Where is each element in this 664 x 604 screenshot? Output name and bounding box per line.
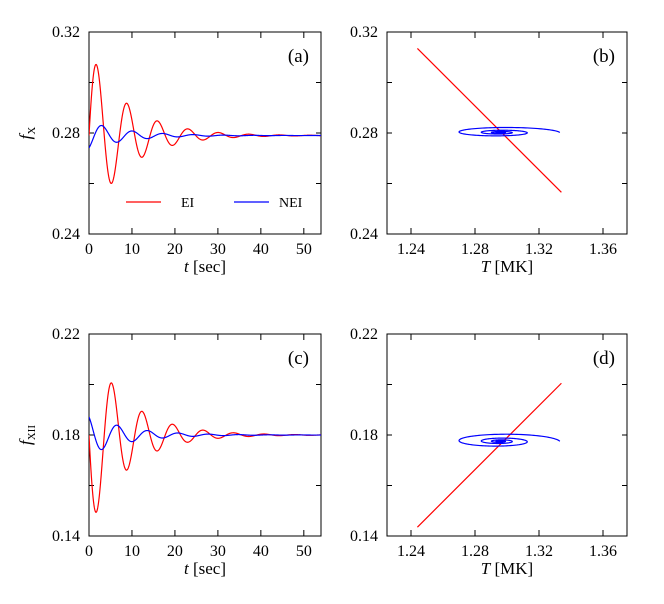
x-tick-label: 1.32 (525, 543, 553, 560)
y-tick-label: 0.28 (52, 125, 80, 142)
panel-b: 1.24 1.28 1.32 1.36 0.24 0.28 0.32 T [MK] (b) (350, 24, 628, 276)
x-axis-label-unit: [MK] (490, 559, 533, 578)
y-axis-label: fX (16, 127, 38, 140)
legend-label-ei: EI (181, 196, 195, 211)
x-tick-label: 40 (253, 543, 269, 560)
x-tick-label: 20 (167, 543, 183, 560)
x-tick-label: 50 (296, 543, 312, 560)
series-nei-line (89, 416, 321, 451)
series-ei-line (89, 63, 321, 185)
legend-label-nei: NEI (279, 196, 303, 211)
x-tick-label: 1.36 (589, 543, 617, 560)
series-nei-line (458, 126, 561, 137)
x-axis-label-unit: [sec] (189, 257, 226, 276)
y-tick-label: 0.18 (350, 427, 378, 444)
panel-label: (b) (593, 46, 615, 67)
y-axis-label-symbol: f (16, 132, 35, 139)
x-axis-label-symbol: T (481, 257, 492, 276)
x-tick-label: 10 (124, 543, 140, 560)
y-tick-label: 0.32 (52, 24, 80, 41)
x-tick-label: 1.24 (397, 543, 425, 560)
y-tick-label: 0.24 (350, 226, 378, 243)
x-tick-label: 1.36 (589, 241, 617, 258)
y-tick-label: 0.22 (350, 326, 378, 343)
x-axis-label-symbol: T (481, 559, 492, 578)
x-tick-label: 20 (167, 241, 183, 258)
panel-label: (c) (288, 348, 309, 369)
x-axis-label-symbol: t (184, 257, 190, 276)
x-tick-label: 30 (210, 543, 226, 560)
x-axis-label: T [MK] (481, 257, 533, 276)
x-axis-label: t [sec] (184, 257, 226, 276)
series-nei-line (458, 433, 561, 447)
data-lines (416, 382, 562, 528)
y-tick-label: 0.28 (350, 125, 378, 142)
y-axis-label-symbol: f (16, 438, 35, 445)
panel-c: 0 10 20 30 40 50 0.14 0.18 0.22 t [sec] fXII (c) (16, 326, 322, 578)
series-ei-line (89, 382, 321, 513)
x-tick-label: 1.28 (461, 241, 489, 258)
y-tick-label: 0.18 (52, 427, 80, 444)
x-tick-label: 10 (124, 241, 140, 258)
panel-label: (a) (288, 46, 309, 67)
x-tick-label: 1.32 (525, 241, 553, 258)
y-tick-label: 0.14 (52, 528, 80, 545)
y-tick-label: 0.24 (52, 226, 80, 243)
x-tick-label: 40 (253, 241, 269, 258)
x-tick-label: 0 (85, 241, 93, 258)
y-axis-label-subscript: X (26, 127, 38, 135)
x-tick-label: 30 (210, 241, 226, 258)
y-tick-label: 0.14 (350, 528, 378, 545)
panel-label: (d) (593, 348, 615, 369)
x-tick-label: 1.24 (397, 241, 425, 258)
x-tick-label: 50 (296, 241, 312, 258)
x-axis-label: t [sec] (184, 559, 226, 578)
x-axis-label: T [MK] (481, 559, 533, 578)
panel-d: 1.24 1.28 1.32 1.36 0.14 0.18 0.22 T [MK] (d) (350, 326, 628, 578)
y-axis-label: fXII (16, 425, 38, 445)
panel-a: 0 10 20 30 40 50 0.24 0.28 0.32 t [sec] fX (a) EI NEI (16, 24, 322, 276)
x-tick-label: 0 (85, 543, 93, 560)
y-tick-label: 0.32 (350, 24, 378, 41)
x-axis-label-unit: [sec] (189, 559, 226, 578)
plot-frame (386, 333, 628, 537)
y-axis-label-subscript: XII (26, 425, 38, 441)
series-ei-line (416, 382, 562, 528)
y-tick-label: 0.22 (52, 326, 80, 343)
x-axis-label-symbol: t (184, 559, 190, 578)
data-lines (89, 63, 321, 185)
series-nei-line (89, 124, 321, 149)
legend: EI NEI (126, 196, 303, 211)
data-lines (89, 382, 321, 513)
data-lines (416, 47, 562, 193)
x-axis-label-unit: [MK] (490, 257, 533, 276)
plot-frame (386, 31, 628, 235)
x-tick-label: 1.28 (461, 543, 489, 560)
series-ei-line (416, 47, 562, 193)
